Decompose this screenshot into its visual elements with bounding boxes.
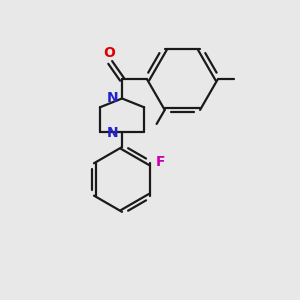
Text: N: N [107, 126, 118, 140]
Text: F: F [155, 155, 165, 169]
Text: O: O [103, 46, 115, 60]
Text: N: N [107, 91, 118, 105]
